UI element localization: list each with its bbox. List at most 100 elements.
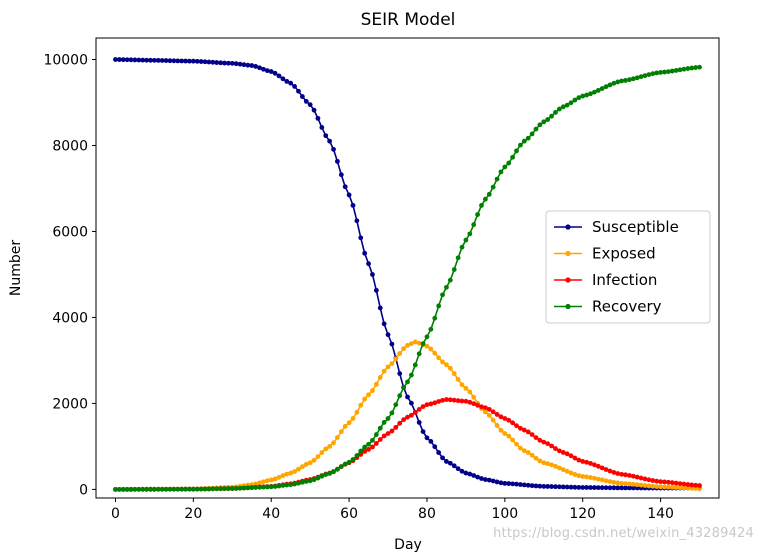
data-point	[592, 89, 597, 95]
data-point	[556, 465, 562, 471]
data-point	[393, 424, 399, 430]
data-point	[362, 449, 368, 454]
legend-swatch-marker	[565, 224, 571, 230]
data-point	[642, 73, 648, 79]
data-point	[521, 138, 527, 144]
x-tick-label: 60	[340, 506, 358, 522]
data-point	[397, 420, 403, 426]
data-point	[377, 437, 383, 442]
data-point	[592, 485, 597, 490]
data-point	[381, 321, 387, 327]
data-point	[498, 480, 504, 486]
data-point	[498, 427, 504, 433]
data-point	[253, 485, 259, 490]
data-point	[124, 486, 130, 492]
data-point	[280, 483, 286, 488]
data-point	[436, 303, 442, 309]
data-point	[654, 484, 660, 489]
data-point	[428, 346, 434, 352]
data-point	[183, 486, 188, 492]
data-point	[510, 481, 516, 487]
data-point	[377, 305, 383, 311]
data-point	[358, 235, 364, 241]
data-point	[553, 446, 558, 451]
series-infection	[113, 397, 702, 492]
data-point	[459, 244, 465, 250]
data-point	[113, 57, 118, 62]
data-point	[506, 433, 512, 439]
data-point	[342, 461, 348, 467]
data-point	[366, 441, 371, 447]
data-point	[603, 84, 609, 90]
data-point	[518, 142, 523, 148]
data-point	[444, 284, 449, 290]
data-point	[471, 394, 477, 400]
data-point	[311, 477, 317, 483]
data-point	[685, 66, 691, 71]
data-point	[284, 471, 290, 477]
data-point	[697, 64, 702, 70]
data-point	[335, 435, 340, 440]
data-point	[237, 61, 243, 67]
data-point	[568, 470, 574, 476]
data-point	[568, 453, 574, 459]
data-point	[521, 482, 527, 488]
data-point	[553, 484, 558, 490]
data-point	[549, 443, 554, 449]
data-point	[354, 409, 360, 415]
data-point	[416, 420, 422, 425]
data-point	[436, 450, 442, 455]
data-point	[206, 59, 212, 65]
data-point	[611, 469, 617, 475]
data-point	[385, 431, 391, 436]
legend-swatch-marker	[565, 250, 571, 257]
data-point	[447, 277, 453, 283]
data-point	[537, 437, 543, 443]
data-point	[572, 97, 578, 103]
data-point	[673, 480, 679, 486]
data-point	[159, 58, 165, 63]
data-point	[615, 485, 621, 491]
data-point	[595, 476, 601, 482]
data-point	[284, 78, 290, 84]
data-point	[681, 481, 687, 487]
data-point	[576, 473, 582, 479]
data-point	[389, 428, 395, 434]
data-point	[599, 465, 605, 471]
data-point	[459, 398, 465, 404]
data-point	[459, 382, 465, 388]
data-point	[541, 439, 547, 445]
x-tick-label: 40	[262, 506, 280, 522]
data-point	[440, 455, 445, 461]
data-point	[194, 58, 200, 64]
data-point	[405, 414, 410, 420]
data-point	[202, 486, 208, 492]
data-point	[693, 65, 699, 70]
data-point	[611, 479, 617, 485]
data-point	[237, 485, 243, 491]
data-point	[615, 471, 621, 476]
data-point	[381, 368, 387, 374]
data-point	[494, 479, 500, 485]
data-point	[482, 405, 488, 411]
data-point	[630, 481, 636, 487]
data-point	[521, 427, 527, 433]
data-point	[327, 138, 333, 144]
data-point	[588, 475, 593, 480]
data-point	[428, 326, 434, 332]
data-point	[529, 452, 535, 458]
data-point	[424, 402, 430, 408]
data-point	[592, 475, 597, 481]
data-point	[128, 57, 134, 63]
data-point	[257, 480, 262, 486]
data-point	[233, 486, 239, 491]
data-point	[529, 483, 535, 489]
data-point	[685, 482, 691, 487]
data-point	[261, 66, 266, 72]
data-point	[475, 474, 480, 480]
data-point	[323, 446, 329, 452]
chart-title: SEIR Model	[361, 10, 456, 30]
legend-swatch-marker	[565, 303, 571, 310]
x-tick-label: 80	[418, 506, 436, 522]
data-point	[611, 80, 617, 86]
